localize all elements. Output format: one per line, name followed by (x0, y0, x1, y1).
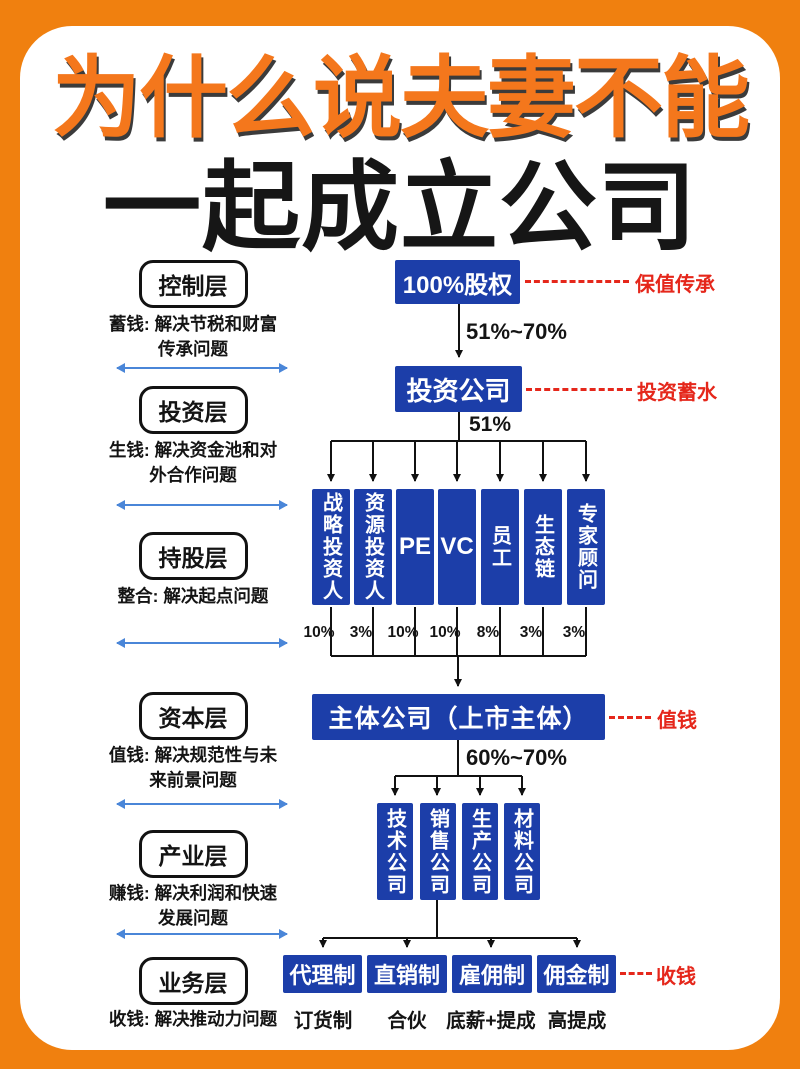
red-dash-line (525, 280, 629, 283)
layer-desc-business: 收钱: 解决推动力问题 (108, 1009, 278, 1029)
layer-desc-industry: 赚钱: 解决利润和快速 发展问题 (108, 883, 278, 929)
shareholder-percent: 8% (476, 624, 500, 641)
subsidiary-box-production: 生产公司 (462, 803, 498, 900)
shareholder-box-pe: PE (396, 489, 434, 605)
shareholder-percent: 10% (429, 624, 461, 641)
shareholder-box-vc: VC (438, 489, 476, 605)
layer-desc-capital: 值钱: 解决规范性与未 来前景问题 (108, 745, 278, 791)
annotation-collect: 收钱 (656, 966, 696, 988)
annotation-preserve: 保值传承 (635, 274, 715, 296)
red-dash-line (609, 716, 651, 719)
equity-box: 100%股权 (395, 260, 520, 304)
layer-divider-arrow (116, 363, 288, 373)
model-sub-label: 订货制 (293, 1010, 353, 1032)
red-dash-line (526, 388, 632, 391)
layer-divider-arrow (116, 500, 288, 510)
poster-title-line2: 一起成立公司 (102, 152, 697, 262)
invest-holders-percent: 51% (469, 413, 512, 436)
layer-desc-invest: 生钱: 解决资金池和对 外合作问题 (108, 440, 278, 486)
shareholder-box-ecosystem: 生态链 (524, 489, 562, 605)
annotation-valuable: 值钱 (657, 710, 697, 732)
shareholder-percent: 3% (519, 624, 543, 641)
equity-invest-percent: 51%~70% (466, 319, 567, 344)
model-box-direct: 直销制 (367, 955, 447, 993)
layer-pill-business: 业务层 (88, 957, 298, 1005)
shareholder-box-resource: 资源投资人 (354, 489, 392, 605)
shareholder-percent: 3% (562, 624, 586, 641)
layer-divider-arrow (116, 929, 288, 939)
subsidiary-box-material: 材料公司 (504, 803, 540, 900)
shareholder-percent: 3% (349, 624, 373, 641)
poster-title-line1: 为什么说夫妻不能 (52, 48, 750, 148)
model-sub-label: 合伙 (387, 1010, 427, 1032)
layer-pill-invest: 投资层 (88, 386, 298, 434)
layer-desc-holding: 整合: 解决起点问题 (117, 586, 269, 606)
red-dash-line (620, 972, 652, 975)
shareholder-box-employee: 员工 (481, 489, 519, 605)
layer-divider-arrow (116, 638, 288, 648)
shareholder-box-strategic: 战略投资人 (312, 489, 350, 605)
main-subs-percent: 60%~70% (466, 745, 567, 770)
model-sub-label: 底薪+提成 (446, 1010, 536, 1032)
main-company-box: 主体公司（上市主体） (312, 694, 605, 740)
subsidiary-box-sales: 销售公司 (420, 803, 456, 900)
layer-desc-control: 蓄钱: 解决节税和财富 传承问题 (108, 314, 278, 360)
shareholder-percent: 10% (303, 624, 335, 641)
subsidiary-box-tech: 技术公司 (377, 803, 413, 900)
shareholder-percent: 10% (387, 624, 419, 641)
shareholder-box-expert: 专家顾问 (567, 489, 605, 605)
invest-company-box: 投资公司 (395, 366, 522, 412)
model-box-employment: 雇佣制 (452, 955, 532, 993)
layer-pill-holding: 持股层 (88, 532, 298, 580)
annotation-reservoir: 投资蓄水 (637, 382, 717, 404)
layer-divider-arrow (116, 799, 288, 809)
layer-pill-industry: 产业层 (88, 830, 298, 878)
model-box-agency: 代理制 (283, 955, 362, 993)
layer-pill-capital: 资本层 (88, 692, 298, 740)
model-sub-label: 高提成 (547, 1010, 607, 1032)
model-box-commission: 佣金制 (537, 955, 616, 993)
layer-pill-control: 控制层 (88, 260, 298, 308)
